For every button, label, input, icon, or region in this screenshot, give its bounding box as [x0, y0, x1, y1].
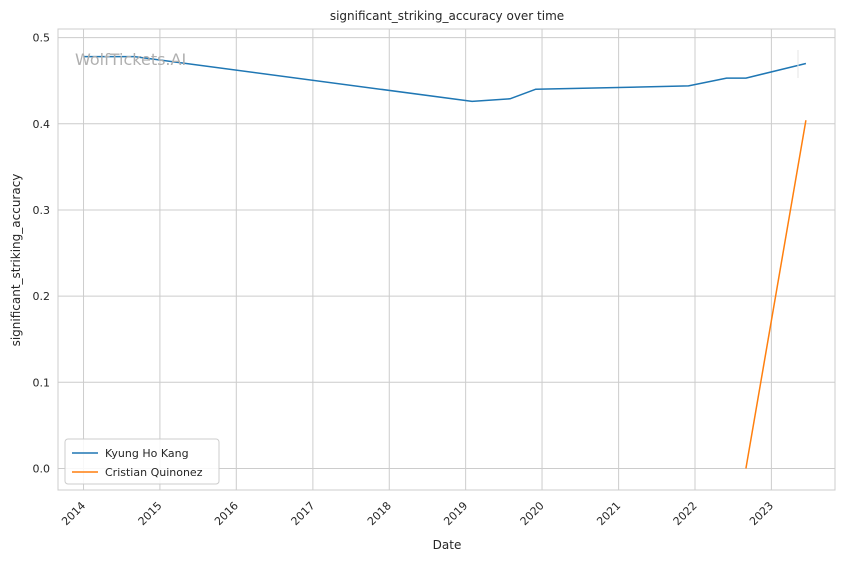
- x-tick-label: 2022: [671, 499, 700, 528]
- y-tick-label: 0.1: [33, 376, 51, 389]
- series-line-kyung-ho-kang: [83, 55, 807, 103]
- x-tick-label: 2017: [289, 499, 318, 528]
- chart-title: significant_striking_accuracy over time: [330, 9, 564, 23]
- y-tick-label: 0.4: [33, 118, 51, 131]
- y-tick-label: 0.2: [33, 290, 51, 303]
- legend: Kyung Ho Kang Cristian Quinonez: [64, 438, 220, 485]
- x-tick-label: 2018: [365, 499, 394, 528]
- plot-area: [57, 28, 836, 491]
- legend-label-kyung-ho-kang: Kyung Ho Kang: [105, 447, 189, 460]
- x-tick-label: 2015: [136, 499, 165, 528]
- x-tick-label: 2023: [747, 499, 776, 528]
- x-tick-label: 2021: [594, 499, 623, 528]
- legend-label-cristian-quinonez: Cristian Quinonez: [105, 466, 203, 479]
- y-tick-label: 0.0: [33, 462, 51, 475]
- legend-box: [64, 438, 220, 485]
- x-tick-label: 2016: [212, 499, 241, 528]
- x-axis-title: Date: [433, 538, 462, 552]
- watermark: WolfTickets.AI: [75, 50, 186, 69]
- series-layer: [83, 55, 807, 469]
- x-tick-label: 2020: [518, 499, 547, 528]
- x-tick-label: 2019: [441, 499, 470, 528]
- y-axis-title: significant_striking_accuracy: [9, 174, 23, 347]
- series-line-cristian-quinonez: [745, 120, 807, 469]
- y-tick-label: 0.3: [33, 204, 51, 217]
- y-tick-label: 0.5: [33, 32, 51, 45]
- x-tick-label: 2014: [59, 499, 88, 528]
